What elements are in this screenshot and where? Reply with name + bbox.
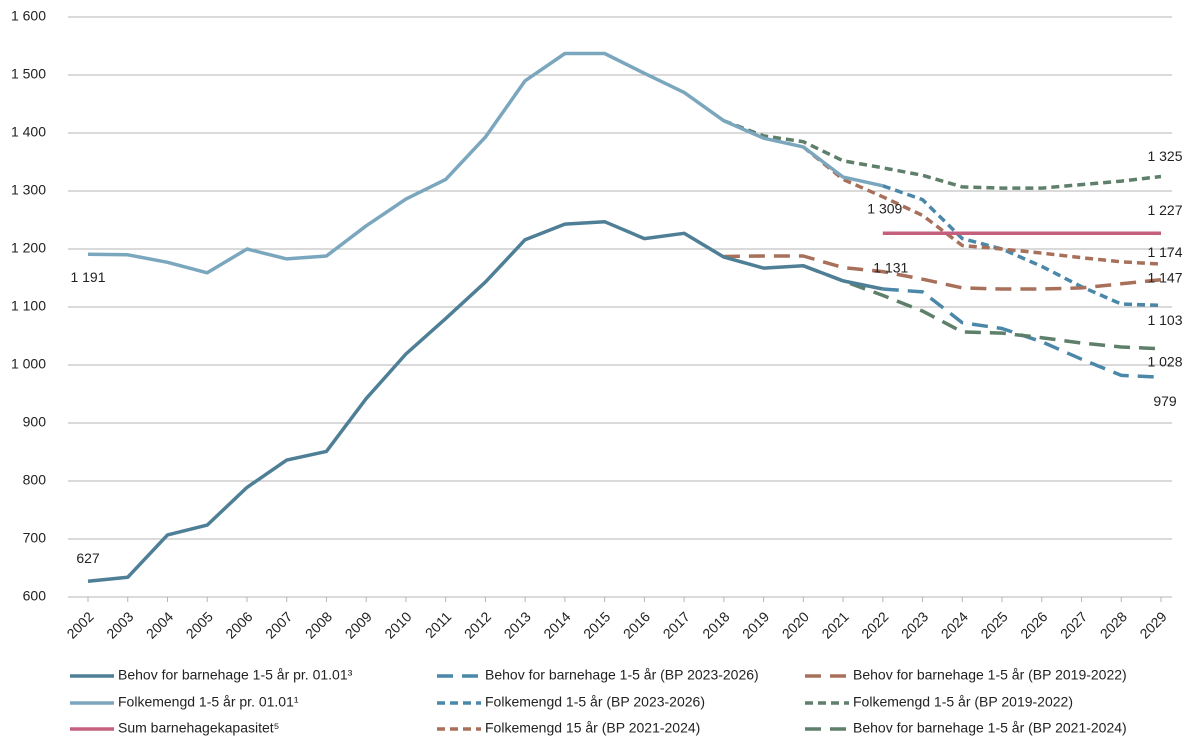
series-line (87, 219, 884, 584)
x-tick-label: 2018 (699, 608, 732, 641)
legend-label: Sum barnehagekapasitet⁵ (118, 720, 279, 736)
data-label: 1 103 (1147, 312, 1182, 328)
series-line (723, 119, 1162, 190)
legend-label: Folkemengd 1-5 år (BP 2019-2022) (853, 694, 1073, 710)
data-label: 1 131 (873, 260, 908, 276)
x-tick-label: 2022 (858, 608, 891, 641)
x-tick-label: 2029 (1136, 608, 1169, 641)
x-tick-label: 2014 (540, 608, 573, 641)
data-label: 979 (1153, 393, 1177, 409)
x-tick-label: 2028 (1097, 608, 1130, 641)
x-tick-label: 2027 (1057, 608, 1090, 641)
x-tick-label: 2017 (660, 608, 693, 641)
x-tick-label: 2015 (580, 608, 613, 641)
x-tick-label: 2009 (342, 608, 375, 641)
y-tick-label: 1 600 (11, 8, 46, 24)
y-tick-label: 1 100 (11, 298, 46, 314)
data-label: 1 309 (867, 200, 902, 216)
data-label: 1 147 (1147, 269, 1182, 285)
y-tick-label: 1 000 (11, 356, 46, 372)
data-label: 1 028 (1147, 353, 1182, 369)
y-tick-label: 900 (23, 414, 47, 430)
y-tick-label: 700 (23, 530, 47, 546)
data-label: 627 (76, 550, 100, 566)
y-tick-label: 1 300 (11, 182, 46, 198)
series-line (87, 51, 884, 275)
x-tick-label: 2023 (898, 608, 931, 641)
x-tick-label: 2004 (143, 608, 176, 641)
x-tick-label: 2007 (262, 608, 295, 641)
y-tick-label: 600 (23, 588, 47, 604)
legend-label: Folkemengd 1-5 år (BP 2023-2026) (485, 694, 705, 710)
x-tick-label: 2025 (977, 608, 1010, 641)
x-tick-label: 2016 (620, 608, 653, 641)
x-tick-label: 2013 (501, 608, 534, 641)
legend-label: Behov for barnehage 1-5 år (BP 2019-2022… (853, 667, 1127, 683)
data-label: 1 325 (1147, 148, 1182, 164)
x-tick-label: 2005 (183, 608, 216, 641)
data-label: 1 174 (1147, 244, 1182, 260)
x-tick-label: 2024 (938, 608, 971, 641)
series-line (882, 184, 1162, 308)
x-tick-label: 2008 (302, 608, 335, 641)
x-tick-label: 2002 (63, 608, 96, 641)
x-tick-label: 2003 (103, 608, 136, 641)
y-tick-label: 1 500 (11, 66, 46, 82)
x-tick-label: 2026 (1017, 608, 1050, 641)
legend-label: Folkemengd 15 år (BP 2021-2024) (485, 720, 700, 736)
data-label: 1 227 (1147, 202, 1182, 218)
series-line (802, 145, 1162, 266)
x-tick-label: 2020 (779, 608, 812, 641)
y-tick-label: 1 200 (11, 240, 46, 256)
legend-label: Folkemengd 1-5 år pr. 01.01¹ (118, 694, 299, 710)
legend-label: Behov for barnehage 1-5 år (BP 2023-2026… (485, 667, 759, 683)
data-label: 1 191 (70, 269, 105, 285)
legend-label: Behov for barnehage 1-5 år pr. 01.01³ (118, 667, 353, 683)
x-tick-label: 2021 (818, 608, 851, 641)
x-tick-label: 2011 (422, 608, 455, 641)
series-line (723, 254, 1162, 291)
y-tick-label: 1 400 (11, 124, 46, 140)
series-line (802, 264, 1162, 351)
y-tick-label: 800 (23, 472, 47, 488)
x-tick-label: 2012 (461, 608, 494, 641)
x-tick-label: 2006 (222, 608, 255, 641)
legend-label: Behov for barnehage 1-5 år (BP 2021-2024… (853, 720, 1127, 736)
x-tick-label: 2010 (381, 608, 414, 641)
x-tick-label: 2019 (739, 608, 772, 641)
